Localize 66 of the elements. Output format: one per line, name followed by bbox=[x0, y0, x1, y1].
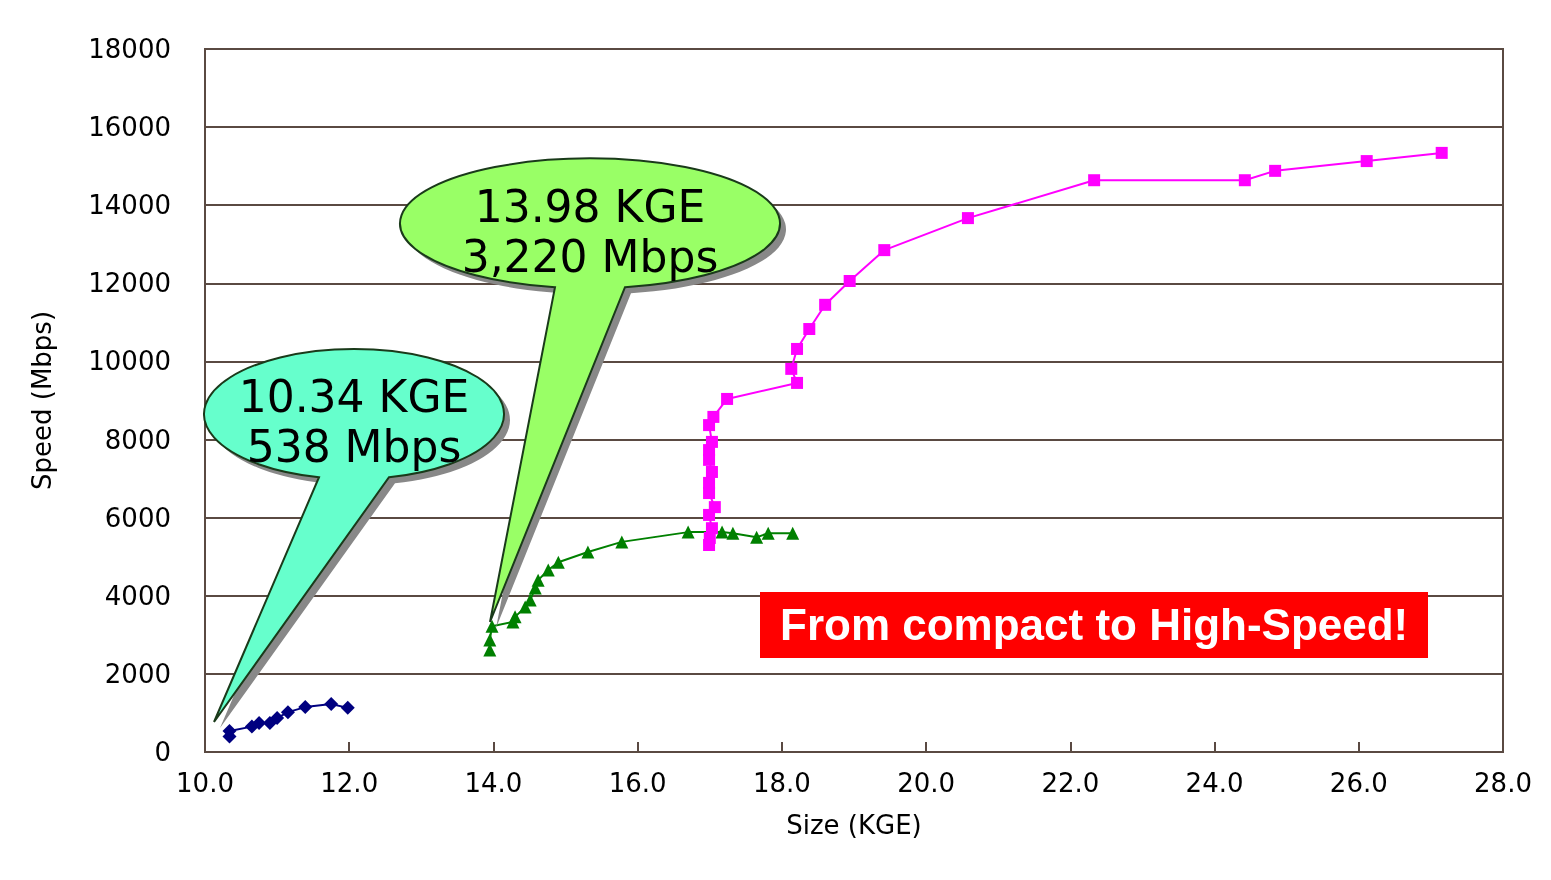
point bbox=[705, 435, 718, 448]
y-tick-label: 14000 bbox=[88, 190, 171, 221]
x-tick-label: 28.0 bbox=[1474, 768, 1532, 798]
y-tick-label: 10000 bbox=[88, 346, 171, 377]
point bbox=[324, 696, 339, 711]
point bbox=[508, 610, 522, 624]
point bbox=[531, 573, 545, 587]
x-tick-label: 12.0 bbox=[320, 768, 379, 798]
y-axis-title: Speed (Mbps) bbox=[27, 310, 57, 491]
y-tick-label: 4000 bbox=[104, 580, 171, 611]
point bbox=[791, 376, 804, 389]
x-tick-label: 26.0 bbox=[1329, 768, 1388, 798]
annotation: From compact to High-Speed! bbox=[760, 592, 1429, 658]
point bbox=[581, 545, 595, 559]
point bbox=[681, 525, 695, 539]
point bbox=[1269, 164, 1282, 177]
y-tick-label: 8000 bbox=[104, 424, 171, 455]
point bbox=[878, 244, 891, 257]
x-tick-label: 14.0 bbox=[464, 768, 523, 798]
point bbox=[298, 700, 313, 715]
point bbox=[786, 526, 800, 540]
y-tick-label: 12000 bbox=[88, 268, 171, 299]
point bbox=[262, 716, 277, 731]
x-tick-label: 20.0 bbox=[897, 768, 956, 798]
point bbox=[726, 526, 740, 540]
point bbox=[708, 501, 721, 514]
point bbox=[551, 555, 565, 569]
point bbox=[803, 323, 816, 336]
y-tick-label: 6000 bbox=[104, 502, 171, 533]
x-tick-label: 10.0 bbox=[176, 768, 234, 798]
x-tick-label: 16.0 bbox=[608, 768, 667, 798]
point bbox=[252, 716, 267, 731]
x-tick-label: 18.0 bbox=[752, 768, 811, 798]
point bbox=[843, 274, 856, 287]
point bbox=[961, 212, 974, 225]
point bbox=[750, 530, 764, 544]
y-tick-label: 18000 bbox=[88, 34, 171, 64]
point bbox=[785, 362, 798, 375]
point bbox=[705, 465, 718, 478]
annotation: 10.34 KGE 538 Mbps bbox=[237, 371, 471, 472]
point bbox=[1435, 146, 1448, 159]
point bbox=[1238, 174, 1251, 187]
point bbox=[819, 298, 832, 311]
point bbox=[541, 563, 555, 577]
annotation: 13.98 KGE 3,220 Mbps bbox=[460, 181, 720, 282]
x-tick-label: 24.0 bbox=[1185, 768, 1244, 798]
point bbox=[705, 522, 718, 535]
point bbox=[707, 410, 720, 423]
x-tick-label: 22.0 bbox=[1041, 768, 1100, 798]
y-tick-label: 16000 bbox=[88, 112, 171, 143]
point bbox=[340, 700, 355, 715]
point bbox=[721, 392, 734, 405]
point bbox=[703, 476, 716, 489]
x-axis-title: Size (KGE) bbox=[786, 810, 922, 840]
y-tick-label: 0 bbox=[154, 737, 171, 767]
point bbox=[485, 619, 499, 633]
point bbox=[715, 525, 729, 539]
point bbox=[483, 633, 497, 647]
point bbox=[761, 526, 775, 540]
point bbox=[615, 535, 629, 549]
y-tick-label: 2000 bbox=[104, 658, 171, 689]
point bbox=[280, 705, 295, 720]
point bbox=[1360, 155, 1373, 168]
point bbox=[270, 711, 285, 726]
point bbox=[791, 342, 804, 355]
point bbox=[1088, 174, 1101, 187]
